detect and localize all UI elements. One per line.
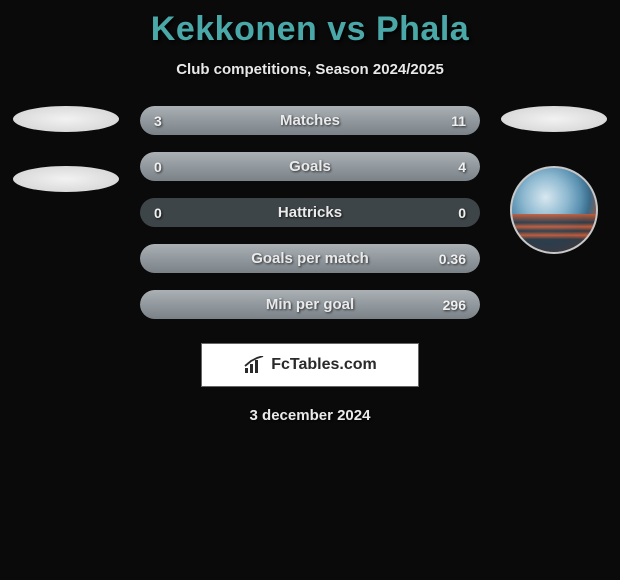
chart-icon (243, 356, 265, 374)
stat-bar-hattricks: 0 Hattricks 0 (140, 198, 480, 227)
stat-bar-gpm: Goals per match 0.36 (140, 244, 480, 273)
brand-box[interactable]: FcTables.com (201, 343, 419, 387)
player-badge-left-2 (13, 166, 119, 192)
stat-bar-mpg: Min per goal 296 (140, 290, 480, 319)
subtitle: Club competitions, Season 2024/2025 (0, 61, 620, 78)
stat-value-right: 0.36 (439, 251, 466, 267)
brand-text: FcTables.com (271, 356, 377, 374)
player-badge-right-1 (501, 106, 607, 132)
stat-bar-goals: 0 Goals 4 (140, 152, 480, 181)
stat-value-left: 0 (154, 159, 162, 175)
stat-label: Goals per match (251, 250, 369, 267)
stat-bar-matches: 3 Matches 11 (140, 106, 480, 135)
stat-value-left: 0 (154, 205, 162, 221)
comparison-card: Kekkonen vs Phala Club competitions, Sea… (0, 0, 620, 424)
stat-value-right: 11 (451, 113, 466, 129)
stat-label: Matches (280, 112, 340, 129)
stat-value-right: 0 (458, 205, 466, 221)
stat-fill-right (211, 106, 480, 135)
player-badge-left-1 (13, 106, 119, 132)
page-title: Kekkonen vs Phala (0, 10, 620, 49)
stats-column: 3 Matches 11 0 Goals 4 0 Hattricks 0 G (140, 106, 480, 319)
stat-label: Min per goal (266, 296, 354, 313)
left-badges-column (10, 106, 122, 192)
right-badges-column (498, 106, 610, 254)
main-row: 3 Matches 11 0 Goals 4 0 Hattricks 0 G (0, 106, 620, 319)
date-line: 3 december 2024 (0, 407, 620, 424)
stat-label: Hattricks (278, 204, 342, 221)
stat-fill-left (140, 106, 211, 135)
stat-value-right: 4 (458, 159, 466, 175)
stat-value-left: 3 (154, 113, 162, 129)
club-badge-right (510, 166, 598, 254)
stat-label: Goals (289, 158, 331, 175)
stat-value-right: 296 (443, 297, 466, 313)
